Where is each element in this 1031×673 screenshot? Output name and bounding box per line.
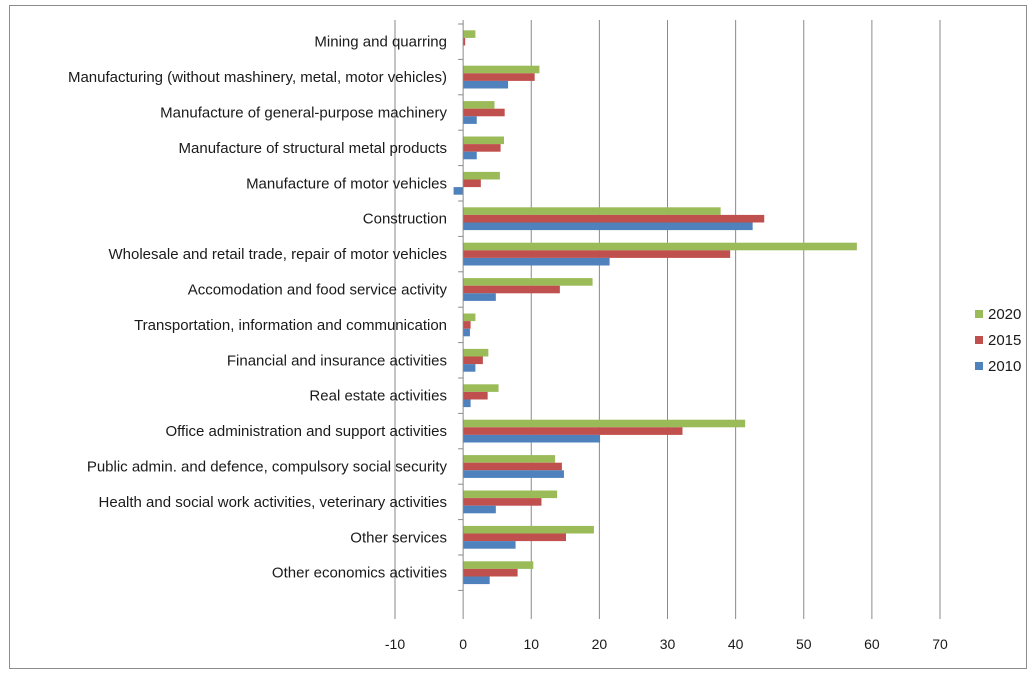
category-label: Other economics activities [272,565,447,582]
x-tick-label: -10 [385,636,405,652]
bar-2015-3 [463,144,501,152]
category-label: Manufacture of structural metal products [179,140,447,157]
bar-2010-3 [463,151,477,160]
bar-2010-1 [463,80,509,89]
bar-2010-11 [463,434,601,443]
x-tick-labels: -10 0 10 20 30 40 50 60 70 [385,636,948,652]
bar-2010-9 [463,364,476,372]
category-label: Transportation, information and communic… [134,317,447,334]
bar-2020-12 [463,455,556,463]
bar-2020-9 [463,348,489,357]
bar-2015-6 [463,250,731,258]
bar-2015-11 [463,427,683,435]
bar-2020-5 [463,207,721,215]
category-label: Construction [363,211,447,228]
axes [458,20,464,619]
legend-label-2020: 2020 [988,306,1021,323]
chart-area: Mining and quarring Manufacturing (withou… [9,5,1027,669]
bar-2010-15 [463,576,490,585]
bar-2010-5 [463,222,753,231]
category-label: Wholesale and retail trade, repair of mo… [109,246,448,263]
category-label: Public admin. and defence, compulsory so… [87,459,448,476]
bar-2010-8 [463,328,470,337]
bar-2010-13 [463,505,496,514]
bar-2010-10 [463,399,471,408]
bar-2015-8 [463,321,471,329]
bar-2015-4 [463,179,481,188]
bar-2020-10 [463,384,499,392]
bar-2020-6 [463,242,857,251]
bar-2010-2 [463,116,477,124]
category-label: Office administration and support activi… [165,423,447,440]
bar-2010-6 [463,257,610,266]
bar-2010-12 [463,470,564,478]
category-label: Manufacturing (without mashinery, metal,… [68,69,447,86]
bar-2020-4 [463,171,500,180]
bar-2010-14 [463,541,516,549]
legend: 2020 2015 2010 [975,306,1021,375]
legend-label-2010: 2010 [988,358,1021,375]
gridlines [394,20,941,619]
bar-2015-12 [463,462,562,471]
bar-2015-2 [463,108,505,117]
bar-2015-7 [463,285,560,294]
category-label: Manufacture of general-purpose machinery [160,105,447,122]
bar-2015-1 [463,73,535,81]
legend-label-2015: 2015 [988,332,1021,349]
category-label: Financial and insurance activities [227,352,447,369]
category-label: Manufacture of motor vehicles [246,175,447,192]
bar-2020-1 [463,65,540,74]
bar-2015-10 [463,391,488,400]
x-tick-label: 30 [660,636,676,652]
category-label: Accomodation and food service activity [188,282,448,299]
bar-2015-14 [463,533,566,542]
bar-2020-15 [463,561,534,569]
bar-2015-9 [463,356,483,365]
bar-2020-0 [463,30,476,38]
category-label: Other services [350,529,447,546]
bar-2020-2 [463,101,495,109]
x-tick-label: 50 [796,636,812,652]
category-labels: Mining and quarring Manufacturing (withou… [68,34,448,582]
bar-2020-7 [463,278,593,286]
bar-2015-15 [463,568,518,577]
category-label: Real estate activities [309,388,447,405]
x-tick-label: 60 [864,636,880,652]
legend-swatch-2010 [975,362,983,370]
x-tick-label: 0 [459,636,467,652]
bar-2010-4 [453,187,464,195]
bar-2015-0 [463,37,466,46]
bar-2020-3 [463,136,504,145]
x-tick-label: 20 [592,636,608,652]
bar-2020-11 [463,419,746,428]
category-label: Health and social work activities, veter… [99,494,447,511]
x-tick-label: 70 [932,636,948,652]
bar-2020-14 [463,525,594,534]
x-tick-label: 10 [523,636,539,652]
legend-swatch-2015 [975,336,983,344]
bars [453,30,857,585]
legend-swatch-2020 [975,310,983,318]
bar-2020-13 [463,490,558,499]
bar-2015-13 [463,498,542,506]
bar-2020-8 [463,313,476,322]
bar-2015-5 [463,214,765,223]
x-tick-label: 40 [728,636,744,652]
bar-2010-7 [463,293,496,301]
bar-chart: Mining and quarring Manufacturing (withou… [68,20,1021,652]
category-label: Mining and quarring [314,34,447,51]
